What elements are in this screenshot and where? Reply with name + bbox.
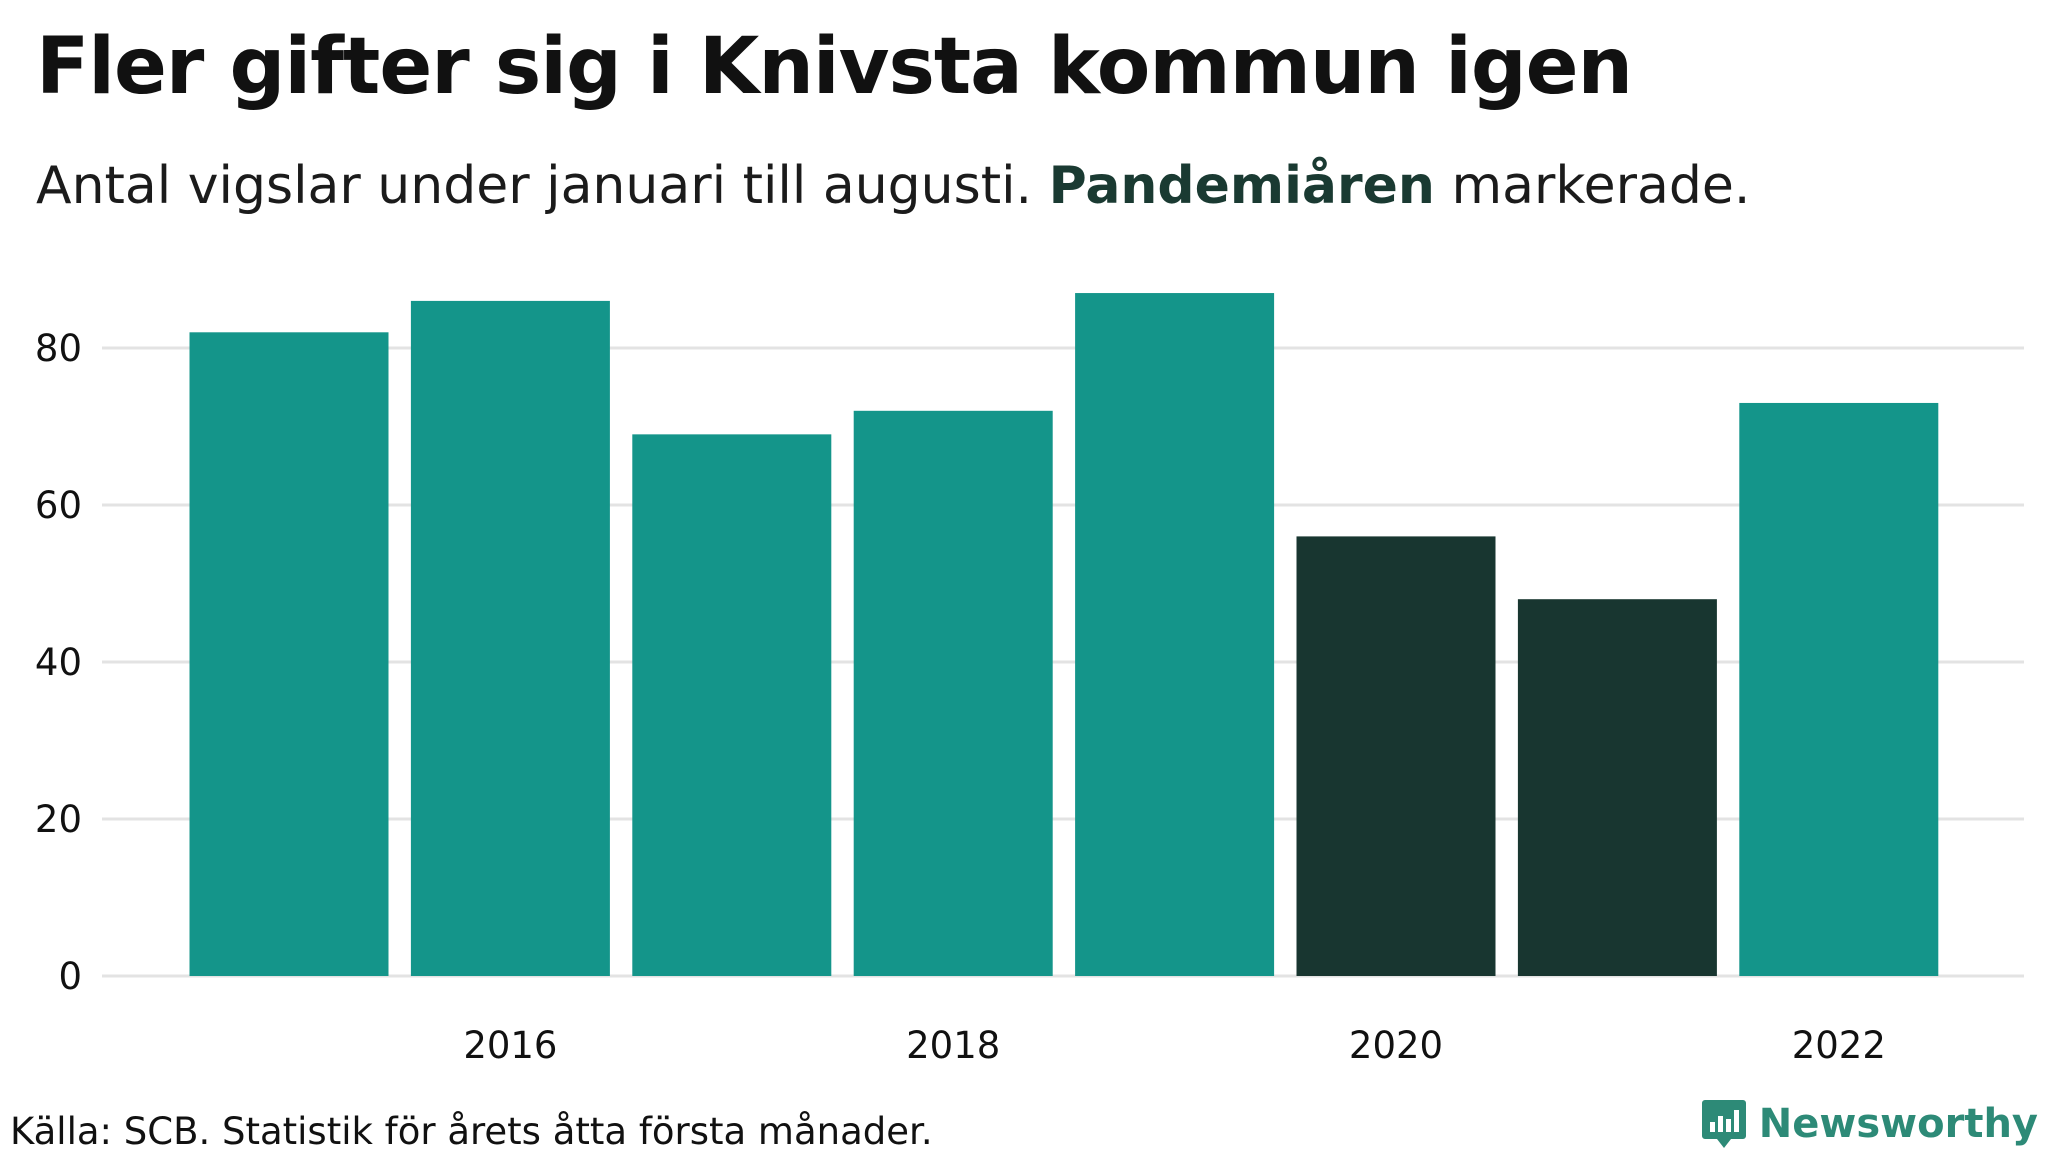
y-tick-label: 80 bbox=[35, 327, 82, 370]
y-tick-label: 60 bbox=[35, 484, 82, 527]
x-axis-ticks: 2016 2018 2020 2022 bbox=[463, 1024, 1886, 1067]
bar-2016 bbox=[410, 300, 610, 976]
source-note: Källa: SCB. Statistik för årets åtta för… bbox=[10, 1110, 933, 1153]
subtitle-text: Antal vigslar under januari till augusti… bbox=[36, 156, 1049, 216]
bar-2015 bbox=[189, 332, 389, 976]
chart-subtitle: Antal vigslar under januari till augusti… bbox=[36, 156, 1750, 216]
x-tick-label: 2022 bbox=[1792, 1024, 1886, 1067]
x-tick-label: 2018 bbox=[906, 1024, 1000, 1067]
brand-logo: Newsworthy bbox=[1701, 1098, 2038, 1150]
bar-2019 bbox=[1075, 293, 1275, 976]
y-tick-label: 0 bbox=[58, 955, 82, 998]
bars bbox=[189, 293, 1939, 977]
bar-2020 bbox=[1296, 536, 1496, 976]
y-tick-label: 40 bbox=[35, 641, 82, 684]
y-axis-ticks: 0 20 40 60 80 bbox=[35, 327, 82, 998]
newsworthy-logo-icon bbox=[1701, 1100, 1746, 1148]
subtitle-text-end: markerade. bbox=[1434, 156, 1751, 216]
subtitle-highlight: Pandemiåren bbox=[1048, 156, 1435, 216]
grid-lines bbox=[102, 346, 2024, 978]
bar-chart: 0 20 40 60 80 2016 2018 2020 2022 bbox=[35, 293, 2024, 1067]
brand-name: Newsworthy bbox=[1758, 1101, 2038, 1147]
bar-2021 bbox=[1517, 599, 1717, 976]
bar-2022 bbox=[1739, 402, 1939, 976]
bar-2017 bbox=[632, 434, 832, 977]
bar-2018 bbox=[853, 410, 1053, 976]
y-tick-label: 20 bbox=[35, 798, 82, 841]
x-tick-label: 2016 bbox=[463, 1024, 557, 1067]
chart-title: Fler gifter sig i Knivsta kommun igen bbox=[36, 22, 1633, 112]
x-tick-label: 2020 bbox=[1349, 1024, 1443, 1067]
